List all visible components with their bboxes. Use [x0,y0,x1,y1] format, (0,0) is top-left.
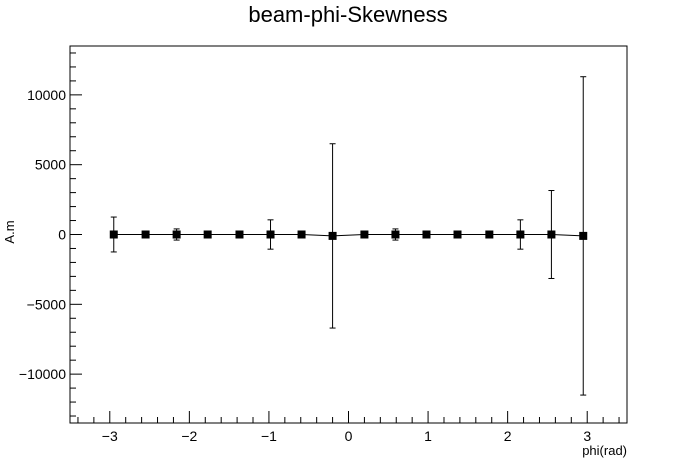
y-axis-title: A.m [2,220,17,243]
y-tick-label: 10000 [27,87,66,103]
series-line [113,234,584,237]
data-point [516,230,525,239]
y-tick-label: −10000 [19,366,66,382]
x-tick-label: 3 [583,428,591,444]
x-tick-label: 1 [424,428,432,444]
x-tick-label: 0 [345,428,353,444]
data-point [547,230,556,239]
y-tick-label: 5000 [35,157,66,173]
data-point [266,230,275,239]
data-point [109,230,118,239]
x-tick-label: −3 [102,428,118,444]
data-point [485,230,494,239]
y-tick-label: −5000 [27,296,67,312]
x-tick-label: −1 [261,428,277,444]
data-point [328,231,337,240]
data-point [391,230,400,239]
data-point [579,231,588,240]
y-tick-label: 0 [58,227,66,243]
data-point [172,230,181,239]
data-point [360,230,369,239]
data-point [203,230,212,239]
data-point [297,230,306,239]
x-tick-label: 2 [504,428,512,444]
data-point [422,230,431,239]
data-point [141,230,150,239]
chart-title: beam-phi-Skewness [248,2,448,27]
x-tick-label: −2 [181,428,197,444]
data-point [453,230,462,239]
data-point [235,230,244,239]
x-axis-title: phi(rad) [582,443,627,458]
